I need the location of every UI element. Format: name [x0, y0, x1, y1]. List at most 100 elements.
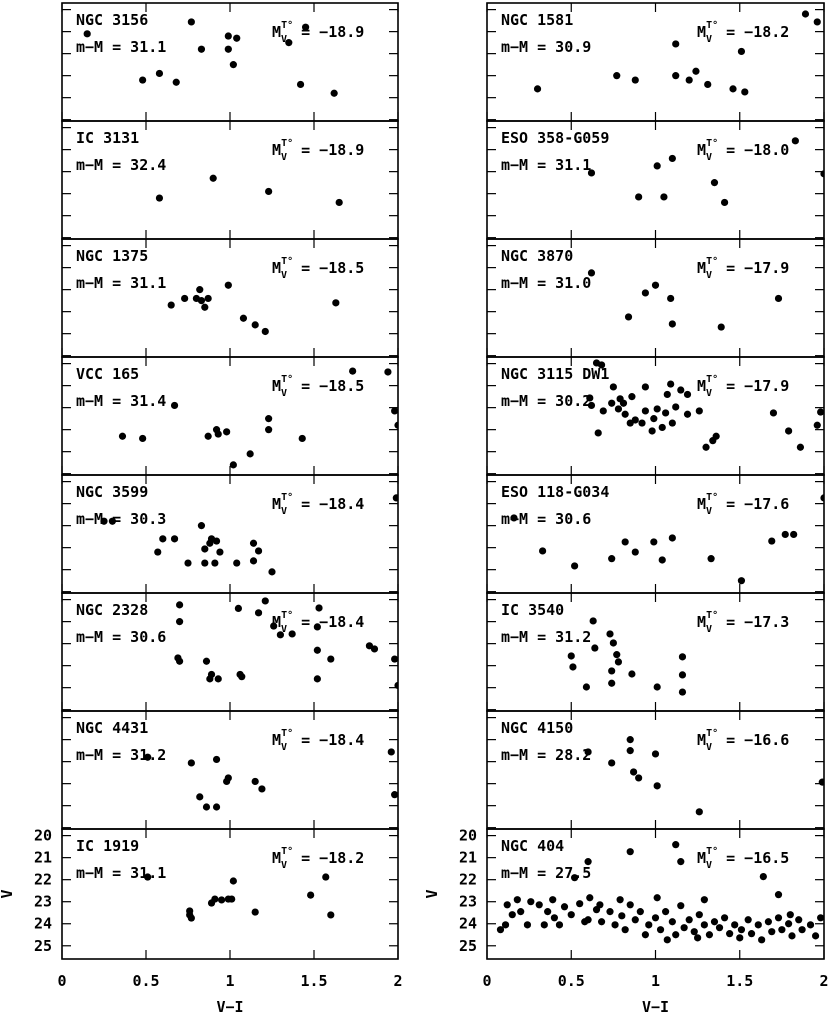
data-point	[229, 877, 237, 885]
data-point	[214, 675, 222, 683]
mag-superscript: T°	[281, 138, 293, 149]
y-tick-label: 25	[459, 937, 477, 955]
data-point	[796, 443, 805, 451]
data-point	[658, 556, 666, 564]
data-point	[155, 69, 164, 78]
mag-superscript: T°	[706, 492, 718, 503]
data-point	[268, 568, 276, 576]
data-point	[626, 747, 634, 755]
data-point	[806, 921, 815, 929]
x-tick-label: 0	[482, 972, 491, 990]
data-point	[817, 914, 824, 922]
data-point	[685, 916, 693, 924]
x-tick-label: 1	[225, 972, 234, 990]
data-point	[251, 321, 259, 329]
data-point	[587, 401, 596, 410]
data-point	[496, 926, 505, 934]
galaxy-name: NGC 1581	[501, 11, 573, 29]
points	[510, 494, 824, 585]
data-point	[638, 419, 646, 427]
abs-mag: = −18.9	[301, 23, 364, 41]
panel: NGC 4431 m−M = 31.2 MV T° = −18.4	[61, 710, 399, 830]
data-point	[218, 896, 226, 904]
panel: NGC 3870 m−M = 31.0 MV T° = −17.9	[486, 238, 825, 358]
data-point	[251, 777, 259, 786]
mag-symbol: M	[272, 613, 281, 631]
data-point	[614, 658, 623, 666]
data-point	[523, 921, 532, 929]
mag-superscript: T°	[281, 610, 293, 621]
abs-mag: = −18.4	[301, 495, 364, 513]
points	[587, 137, 824, 207]
data-point	[692, 67, 700, 75]
data-point	[597, 918, 606, 926]
data-point	[228, 895, 236, 903]
data-point	[330, 89, 338, 97]
data-point	[229, 61, 237, 69]
galaxy-name: NGC 3870	[501, 247, 573, 265]
data-point	[660, 193, 668, 201]
data-point	[672, 40, 680, 48]
data-point	[621, 538, 629, 546]
panel: ESO 118-G034 m−M = 30.6 MV T° = −17.6	[486, 474, 825, 594]
data-point	[672, 931, 680, 939]
data-point	[768, 928, 776, 936]
y-tick-label: 20	[459, 827, 477, 845]
mag-superscript: T°	[281, 20, 293, 31]
data-point	[672, 403, 680, 411]
data-point	[196, 793, 204, 801]
mag-symbol: M	[272, 377, 281, 395]
data-point	[820, 494, 824, 502]
data-point	[384, 368, 392, 376]
galaxy-name: IC 3131	[76, 129, 139, 147]
data-point	[704, 80, 712, 89]
data-point	[668, 534, 676, 542]
data-point	[332, 299, 340, 307]
data-point	[596, 901, 604, 909]
data-point	[527, 898, 535, 906]
data-point	[224, 32, 232, 40]
data-point	[710, 179, 719, 187]
data-point	[204, 294, 212, 303]
mag-subscript: V	[706, 506, 712, 517]
data-point	[586, 894, 594, 902]
data-point	[517, 908, 525, 916]
data-point	[672, 841, 680, 849]
data-point	[214, 430, 222, 438]
points	[144, 873, 335, 922]
data-point	[550, 914, 559, 922]
data-point	[611, 921, 619, 929]
data-point	[167, 301, 175, 309]
distance-modulus: m−M = 31.1	[76, 38, 166, 56]
data-point	[663, 936, 671, 944]
data-point	[818, 778, 824, 786]
data-point	[187, 759, 195, 767]
data-point	[606, 630, 614, 638]
data-point	[229, 461, 237, 469]
points	[584, 736, 824, 816]
data-point	[609, 383, 617, 391]
points	[174, 597, 398, 690]
absolute-magnitude: MV T° = −16.6	[697, 728, 789, 753]
data-point	[544, 908, 552, 916]
data-point	[635, 193, 643, 201]
points	[587, 269, 783, 331]
panel: VCC 165 m−M = 31.4 MV T° = −18.5	[61, 356, 399, 476]
data-point	[211, 559, 219, 567]
data-point	[648, 427, 656, 435]
data-point	[606, 908, 614, 916]
data-point	[202, 803, 211, 811]
mag-superscript: T°	[706, 138, 718, 149]
data-point	[254, 609, 263, 617]
data-point	[641, 289, 649, 297]
data-point	[712, 432, 720, 440]
absolute-magnitude: MV T° = −18.2	[272, 846, 364, 871]
panel: NGC 1581 m−M = 30.9 MV T° = −18.2	[486, 2, 825, 122]
mag-subscript: V	[281, 506, 287, 517]
data-point	[653, 894, 661, 902]
data-point	[758, 936, 766, 944]
data-point	[645, 921, 653, 929]
data-point	[651, 750, 660, 758]
data-point	[567, 652, 575, 660]
data-point	[695, 407, 703, 415]
